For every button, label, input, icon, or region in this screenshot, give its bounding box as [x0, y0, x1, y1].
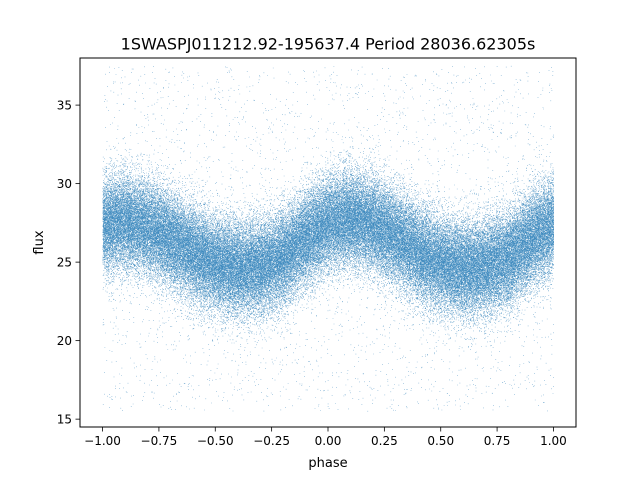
y-tick-label: 15 — [57, 412, 72, 426]
x-tick-label: 0.00 — [315, 434, 342, 448]
x-axis-ticks: −1.00 −0.75 −0.50 −0.25 0.00 0.25 0.50 0.75 1.00 — [84, 427, 567, 448]
x-tick-label: 0.50 — [427, 434, 454, 448]
y-tick-label: 20 — [57, 334, 72, 348]
x-tick-label: −1.00 — [84, 434, 121, 448]
scatter-point-cloud — [102, 65, 555, 412]
x-tick-label: −0.25 — [253, 434, 290, 448]
x-tick-label: 0.75 — [484, 434, 511, 448]
x-tick-label: 0.25 — [371, 434, 398, 448]
y-tick-label: 30 — [57, 177, 72, 191]
x-tick-label: −0.75 — [141, 434, 178, 448]
x-tick-label: −0.50 — [197, 434, 234, 448]
y-tick-label: 35 — [57, 98, 72, 112]
y-axis-label: flux — [32, 230, 47, 254]
y-axis-ticks: 15 20 25 30 35 — [57, 98, 80, 426]
y-tick-label: 25 — [57, 255, 72, 269]
scatter-points — [102, 65, 555, 412]
chart-title: 1SWASPJ011212.92-195637.4 Period 28036.6… — [121, 35, 536, 54]
x-axis-label: phase — [308, 456, 347, 471]
x-tick-label: 1.00 — [540, 434, 567, 448]
